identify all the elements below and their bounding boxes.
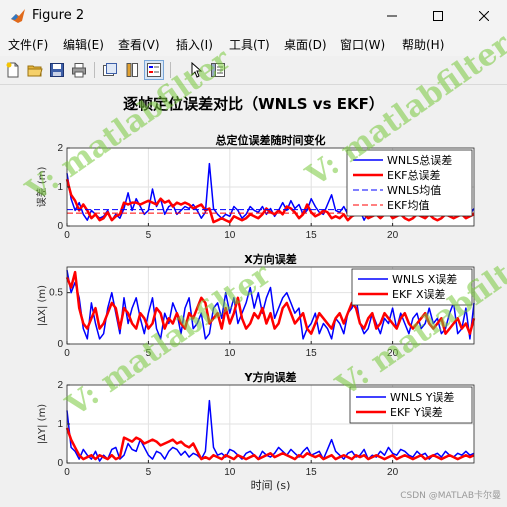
series-line-2	[65, 178, 475, 224]
menu-desktop[interactable]: 桌面(D)	[284, 38, 327, 52]
y-tick-label: 2	[57, 143, 63, 154]
new-figure-button[interactable]	[3, 60, 23, 80]
y-tick-label: 1	[57, 419, 63, 430]
insert-legend-button[interactable]	[144, 60, 164, 80]
series-line-1	[66, 269, 475, 340]
edit-plot-icon	[191, 62, 203, 78]
minimize-button[interactable]	[369, 0, 415, 32]
figure-canvas: 逐帧定位误差对比（WNLS vs EKF） 0 5 10 15 20 0 1 2 总定位误差随时…	[0, 27, 507, 507]
open-file-button[interactable]	[25, 60, 45, 80]
subplot-3: 0 5 10 15 20 0 1 2 Y方向误差 |ΔY| (m) 时间 (s) WNLS Y误差EK…	[37, 370, 475, 492]
menu-tools[interactable]: 工具(T)	[229, 38, 270, 52]
insert-legend-icon	[147, 63, 161, 77]
y-tick-label: 0	[57, 458, 63, 469]
x-tick-label: 20	[387, 348, 399, 359]
legend-entry: WNLS X误差	[392, 272, 457, 286]
csdn-footer: CSDN @MATLAB卡尔曼	[400, 491, 501, 501]
close-button[interactable]	[461, 0, 507, 32]
x-tick-label: 10	[224, 348, 236, 359]
legend-entry: WNLS Y误差	[390, 390, 454, 404]
menu-window[interactable]: 窗口(W)	[340, 38, 386, 52]
link-plot-icon	[103, 63, 117, 76]
x-tick-label: 5	[146, 230, 152, 241]
link-plot-button[interactable]	[100, 60, 120, 80]
legend-entry: EKF均值	[387, 199, 430, 212]
x-tick-label: 0	[64, 230, 70, 241]
menu-view[interactable]: 查看(V)	[118, 38, 160, 52]
subplot-title: 总定位误差随时间变化	[216, 133, 326, 147]
property-inspector-icon	[211, 63, 225, 77]
x-tick-label: 15	[306, 348, 318, 359]
menu-insert[interactable]: 插入(I)	[176, 38, 213, 52]
insert-colorbar-icon	[126, 63, 138, 77]
x-tick-label: 20	[387, 467, 399, 478]
legend-box	[349, 386, 473, 424]
x-tick-label: 10	[224, 230, 236, 241]
y-tick-label: 0	[57, 339, 63, 350]
save-button[interactable]	[47, 60, 67, 80]
save-icon	[50, 63, 64, 77]
legend-entry: WNLS均值	[387, 184, 441, 197]
y-axis-label: |ΔY| (m)	[37, 404, 48, 445]
insert-colorbar-button[interactable]	[122, 60, 142, 80]
subplot-title: Y方向误差	[244, 370, 297, 384]
print-button[interactable]	[69, 60, 89, 80]
menu-file[interactable]: 文件(F)	[8, 38, 49, 52]
maximize-icon	[433, 11, 443, 21]
menu-help[interactable]: 帮助(H)	[402, 38, 445, 52]
legend-entry: EKF总误差	[387, 168, 441, 182]
figure-title: 逐帧定位误差对比（WNLS vs EKF）	[123, 95, 384, 113]
legend-entry: EKF X误差	[392, 287, 446, 301]
toolbar-separator	[170, 62, 171, 78]
y-axis-label: |ΔX| (m)	[37, 285, 48, 326]
new-figure-icon	[6, 62, 19, 78]
x-tick-label: 15	[306, 230, 318, 241]
series-line-1	[66, 399, 475, 462]
print-icon	[72, 63, 86, 78]
x-tick-label: 0	[64, 467, 70, 478]
toolbar-separator	[94, 62, 95, 78]
y-tick-label: 1	[57, 182, 63, 193]
axes-frame	[66, 266, 475, 345]
y-tick-label: 2	[57, 380, 63, 391]
property-inspector-button[interactable]	[208, 60, 228, 80]
x-tick-label: 10	[224, 467, 236, 478]
x-tick-label: 0	[64, 348, 70, 359]
y-tick-label: 0	[57, 221, 63, 232]
series-line-2	[65, 270, 476, 335]
window-titlebar: Figure 2	[0, 0, 507, 32]
open-file-icon	[27, 65, 43, 77]
y-axis-label: 误差 (m)	[35, 167, 48, 208]
menu-bar: 文件(F) 编辑(E) 查看(V) 插入(I) 工具(T) 桌面(D) 窗口(W…	[0, 32, 507, 56]
legend-entry: WNLS总误差	[387, 153, 452, 167]
legend-entry: EKF Y误差	[390, 405, 443, 419]
y-tick-label: 0.5	[49, 288, 63, 299]
menu-edit[interactable]: 编辑(E)	[63, 38, 104, 52]
toolbar	[0, 56, 507, 85]
maximize-button[interactable]	[415, 0, 461, 32]
series-line-2	[65, 427, 475, 461]
x-tick-label: 5	[146, 348, 152, 359]
window-title: Figure 2	[32, 8, 85, 23]
edit-plot-button[interactable]	[186, 60, 206, 80]
x-tick-label: 20	[387, 230, 399, 241]
subplot-title: X方向误差	[244, 252, 296, 266]
close-icon	[479, 11, 489, 21]
x-tick-label: 15	[306, 467, 318, 478]
matlab-logo-icon	[11, 9, 25, 23]
x-tick-label: 5	[146, 467, 152, 478]
minimize-icon	[387, 15, 397, 17]
x-axis-label: 时间 (s)	[251, 479, 291, 492]
legend-box	[351, 268, 473, 306]
